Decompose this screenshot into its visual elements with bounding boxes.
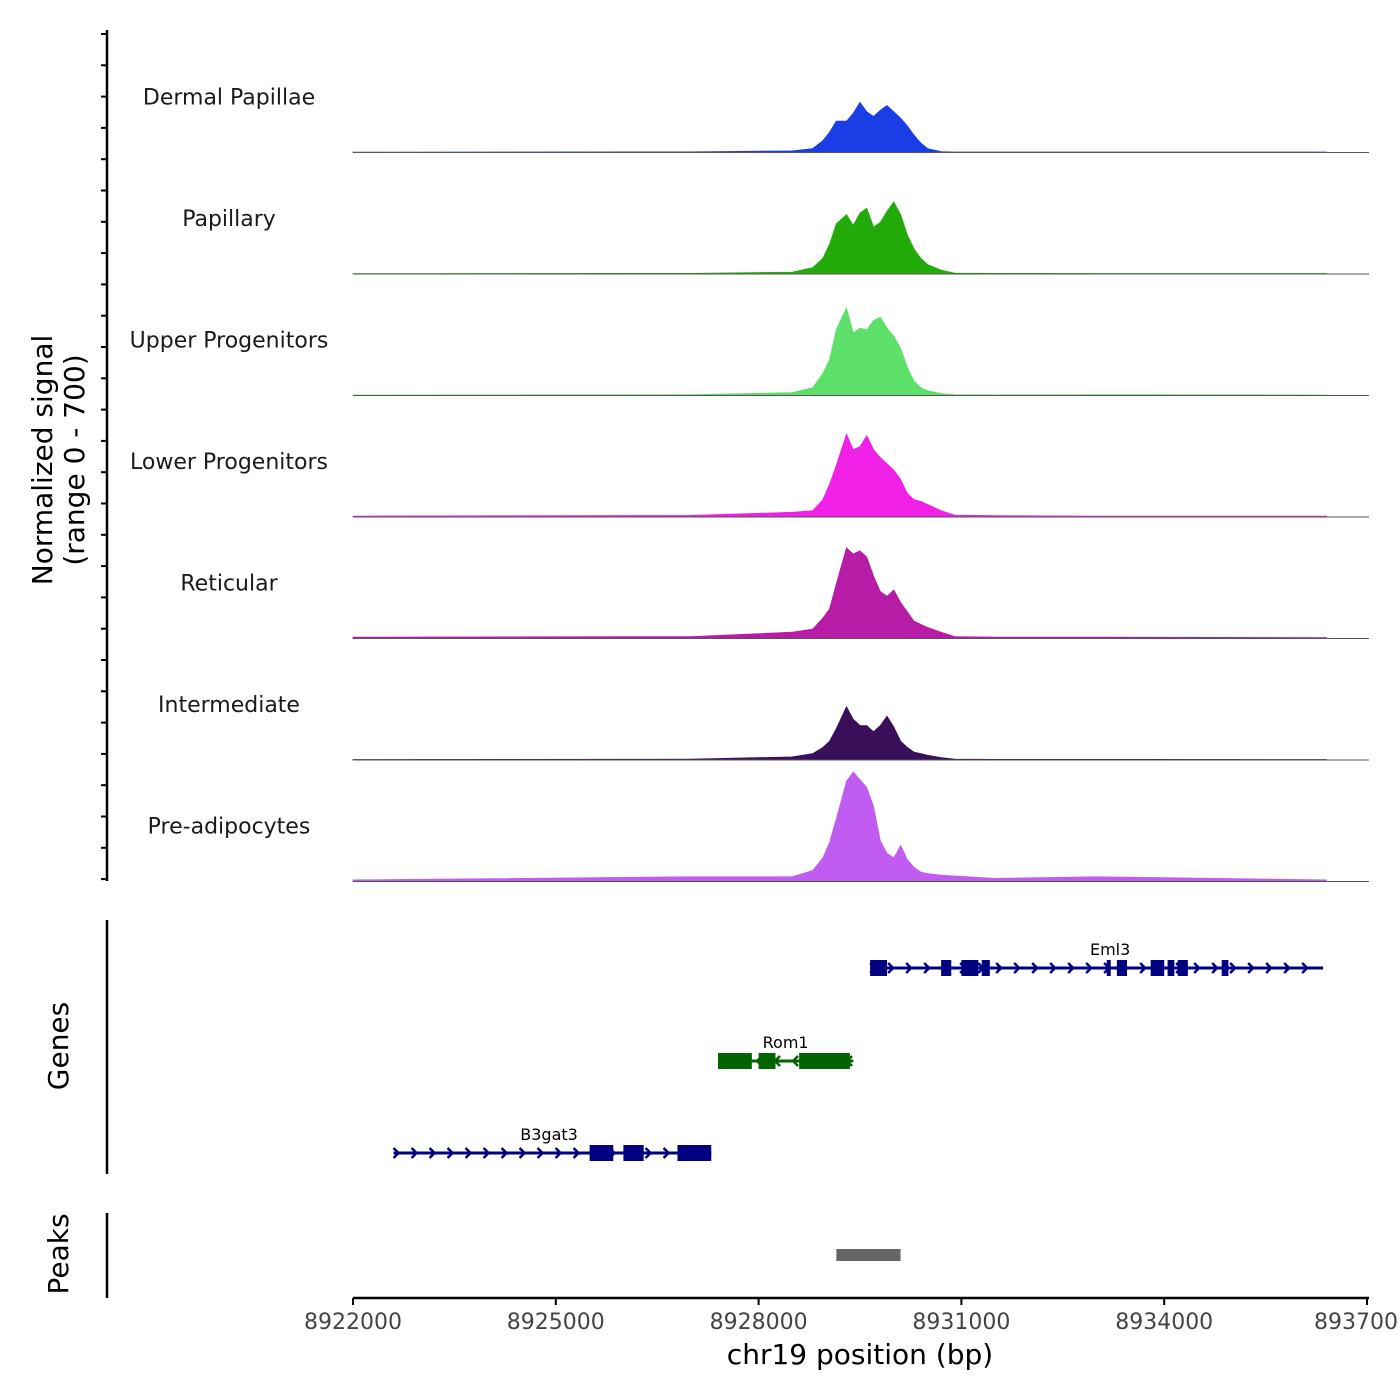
strand-chevron (1085, 962, 1093, 974)
track-papillary: Papillary (182, 201, 1369, 275)
x-tick-label: 8931000 (912, 1310, 1010, 1335)
strand-chevron (644, 1147, 653, 1159)
exon (870, 960, 888, 976)
x-axis: 8922000 8925000 8928000 8931000 8934000 89370… (304, 1296, 1398, 1335)
strand-chevron (791, 1055, 799, 1067)
gene-rom1: Rom1 (718, 1033, 854, 1069)
strand-chevron (446, 1147, 455, 1159)
exon (1106, 960, 1111, 976)
signal-axis (101, 30, 109, 881)
exon (1221, 960, 1229, 976)
exon (623, 1145, 644, 1161)
exon (677, 1145, 712, 1161)
strand-chevron (500, 1147, 509, 1159)
gene-track: Eml3 Rom1 B3gat3 (105, 920, 1324, 1174)
signal-area (352, 432, 1327, 518)
strand-chevron (1031, 962, 1039, 974)
strand-chevron (392, 1147, 401, 1159)
strand-chevron (1139, 962, 1147, 974)
strand-chevron (1247, 962, 1255, 974)
y-axis-title: Normalized signal (26, 335, 59, 586)
track-label: Pre-adipocytes (148, 815, 311, 840)
exon (718, 1053, 752, 1069)
strand-chevron (1193, 962, 1201, 974)
strand-chevron (536, 1147, 545, 1159)
exon (981, 960, 990, 976)
strand-chevron (1013, 962, 1021, 974)
x-tick-label: 8934000 (1115, 1310, 1213, 1335)
track-intermediate: Intermediate (158, 693, 1369, 761)
track-label: Lower Progenitors (130, 450, 328, 475)
exon (961, 960, 979, 976)
signal-area (352, 201, 1327, 275)
strand-chevron (1211, 962, 1219, 974)
gene-b3gat3: B3gat3 (392, 1125, 712, 1161)
strand-chevron (1067, 962, 1075, 974)
track-dermal-papillae: Dermal Papillae (143, 86, 1369, 153)
y-axis-title-group: Normalized signal (range 0 - 700) (26, 335, 91, 586)
gene-eml3: Eml3 (869, 940, 1324, 976)
track-label: Papillary (182, 207, 276, 232)
exon (1116, 960, 1128, 976)
track-label: Upper Progenitors (130, 329, 329, 354)
strand-chevron (554, 1147, 563, 1159)
track-label: Dermal Papillae (143, 86, 315, 111)
peaks-panel-title: Peaks (42, 1213, 75, 1294)
x-axis-title: chr19 position (bp) (727, 1338, 993, 1371)
x-tick-label: 893700 (1314, 1310, 1398, 1335)
signal-area (352, 705, 1327, 761)
peak-region (836, 1249, 901, 1261)
exon (758, 1053, 776, 1069)
strand-chevron (1229, 962, 1237, 974)
strand-chevron (410, 1147, 419, 1159)
track-label: Intermediate (158, 693, 300, 718)
strand-chevron (464, 1147, 473, 1159)
exon (799, 1053, 850, 1069)
track-upper-progenitors: Upper Progenitors (130, 306, 1369, 396)
genes-panel-title: Genes (42, 1002, 75, 1090)
exon (1150, 960, 1165, 976)
track-lower-progenitors: Lower Progenitors (130, 432, 1369, 518)
strand-chevron (662, 1147, 671, 1159)
strand-chevron (482, 1147, 491, 1159)
strand-chevron (923, 962, 931, 974)
exon (941, 960, 952, 976)
strand-chevron (905, 962, 913, 974)
strand-chevron (428, 1147, 437, 1159)
x-tick-label: 8925000 (507, 1310, 605, 1335)
exon (1177, 960, 1188, 976)
signal-area (352, 306, 1327, 396)
strand-chevron (518, 1147, 527, 1159)
gene-label: Rom1 (763, 1033, 809, 1052)
peak-track (105, 1213, 901, 1298)
signal-area (352, 771, 1327, 882)
track-label: Reticular (180, 572, 278, 597)
strand-chevron (572, 1147, 581, 1159)
track-reticular: Reticular (180, 547, 1369, 639)
signal-area (352, 101, 1327, 153)
track-pre-adipocytes: Pre-adipocytes (148, 771, 1369, 882)
strand-chevron (1283, 962, 1291, 974)
exon (1167, 960, 1175, 976)
y-axis-range: (range 0 - 700) (58, 354, 91, 565)
signal-area (352, 547, 1327, 639)
x-tick-label: 8928000 (710, 1310, 808, 1335)
x-tick-label: 8922000 (304, 1310, 402, 1335)
strand-chevron (995, 962, 1003, 974)
strand-chevron (1265, 962, 1273, 974)
strand-chevron (887, 962, 895, 974)
gene-label: B3gat3 (520, 1125, 578, 1144)
strand-chevron (1301, 962, 1309, 974)
gene-label: Eml3 (1090, 940, 1130, 959)
strand-chevron (1049, 962, 1057, 974)
signal-tracks: Dermal Papillae Papillary Upper Progenitor… (130, 86, 1369, 882)
exon (589, 1145, 614, 1161)
